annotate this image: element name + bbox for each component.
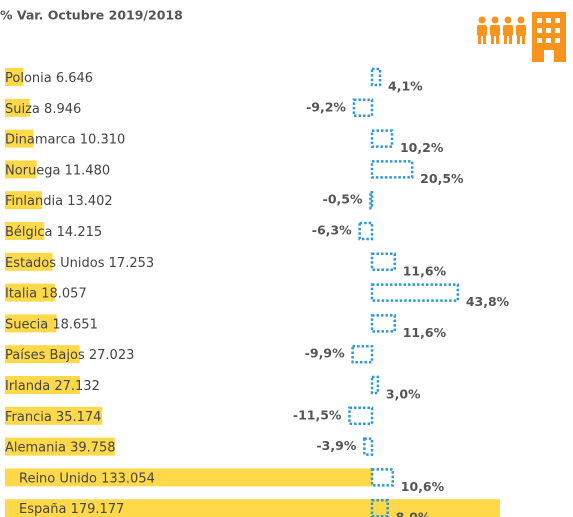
value-label: 179.177	[71, 502, 125, 517]
value-label: 35.174	[56, 409, 102, 424]
var-bar	[370, 252, 396, 272]
var-bar	[370, 283, 460, 302]
var-bar	[370, 498, 389, 517]
var-bar	[351, 344, 374, 364]
bar	[5, 98, 30, 117]
category-label: Estados Unidos	[5, 255, 105, 270]
var-bar	[370, 468, 395, 487]
category-label: Finlandia	[5, 194, 63, 209]
var-bar	[370, 160, 414, 179]
var-bar	[348, 406, 374, 426]
value-label: 27.132	[54, 379, 100, 394]
var-label: 11,6%	[403, 325, 447, 340]
var-bar	[370, 314, 396, 333]
people-icon	[477, 16, 526, 44]
var-bar	[369, 190, 374, 210]
bar	[5, 68, 24, 86]
bar-label: Alemania 39.758	[5, 440, 116, 455]
var-label: 3,0%	[386, 387, 421, 402]
value-label: 18.057	[41, 286, 87, 301]
category-label: Suecia	[5, 317, 48, 332]
var-label: 4,1%	[388, 79, 423, 94]
var-label: 8,0%	[396, 510, 431, 517]
bar-label: Irlanda 27.132	[5, 379, 100, 394]
category-label: Alemania	[5, 440, 66, 455]
value-label: 17.253	[109, 255, 155, 270]
var-bar	[370, 129, 394, 148]
bar-label: Estados Unidos 17.253	[5, 255, 154, 270]
value-label: 8.946	[44, 101, 81, 116]
bar-label: Noruega 11.480	[5, 163, 110, 178]
bar-label: Bélgica 14.215	[5, 225, 102, 240]
value-label: 11.480	[65, 163, 111, 178]
bar-label: Dinamarca 10.310	[5, 132, 125, 147]
bar	[5, 129, 34, 148]
value-label: 10.310	[80, 132, 126, 147]
value-label: 27.023	[89, 348, 135, 363]
hotel-icon	[532, 12, 566, 62]
category-label: Italia	[5, 286, 37, 301]
bar	[5, 345, 80, 364]
var-label: -9,2%	[306, 99, 346, 114]
bar	[5, 437, 115, 456]
bar-label: Reino Unido 133.054	[19, 471, 155, 486]
bar	[5, 406, 103, 425]
var-label: -9,9%	[305, 346, 345, 361]
bar	[5, 499, 500, 517]
bar-label: España 179.177	[19, 502, 124, 517]
category-label: Bélgica	[5, 225, 53, 240]
category-label: Francia	[5, 409, 52, 424]
category-label: Suiza	[5, 101, 40, 116]
bar	[5, 222, 45, 240]
var-label: 10,2%	[400, 140, 444, 155]
value-label: 39.758	[70, 440, 116, 455]
bar-label: Italia 18.057	[5, 286, 87, 301]
var-bar	[370, 67, 382, 87]
value-label: 133.054	[101, 471, 155, 486]
var-label: -0,5%	[323, 192, 363, 207]
var-label: 10,6%	[401, 479, 445, 494]
bar	[5, 376, 80, 394]
category-label: Noruega	[5, 163, 60, 178]
var-bar	[370, 375, 380, 395]
bar-label: Suecia 18.651	[5, 317, 98, 332]
bar	[5, 252, 53, 271]
bar	[5, 160, 37, 179]
var-label: -6,3%	[312, 223, 352, 238]
category-label: España	[19, 502, 66, 517]
bar	[5, 283, 55, 302]
category-label: Reino Unido	[19, 471, 97, 486]
category-label: Dinamarca	[5, 132, 76, 147]
bar-label: Francia 35.174	[5, 409, 101, 424]
bar-label: Países Bajos 27.023	[5, 348, 134, 363]
value-label: 14.215	[57, 225, 103, 240]
var-label: -11,5%	[293, 407, 342, 422]
value-label: 18.651	[52, 317, 98, 332]
value-label: 6.646	[56, 71, 93, 86]
bar-label: Suiza 8.946	[5, 101, 81, 116]
var-label: 20,5%	[420, 171, 464, 186]
value-label: 13.402	[67, 194, 113, 209]
category-label: Polonia	[5, 71, 52, 86]
var-label: 43,8%	[466, 294, 510, 309]
var-bar	[352, 98, 374, 118]
bar-label: Finlandia 13.402	[5, 194, 113, 209]
chart-title: % Var. Octubre 2019/2018	[0, 8, 183, 23]
var-bar	[358, 221, 374, 241]
category-label: Irlanda	[5, 379, 50, 394]
var-label: -3,9%	[316, 438, 356, 453]
bar	[5, 314, 57, 333]
bar-label: Polonia 6.646	[5, 71, 93, 86]
var-label: 11,6%	[403, 263, 447, 278]
bar	[5, 468, 373, 487]
category-label: Países Bajos	[5, 348, 85, 363]
var-bar	[363, 437, 374, 456]
bar	[5, 191, 43, 210]
